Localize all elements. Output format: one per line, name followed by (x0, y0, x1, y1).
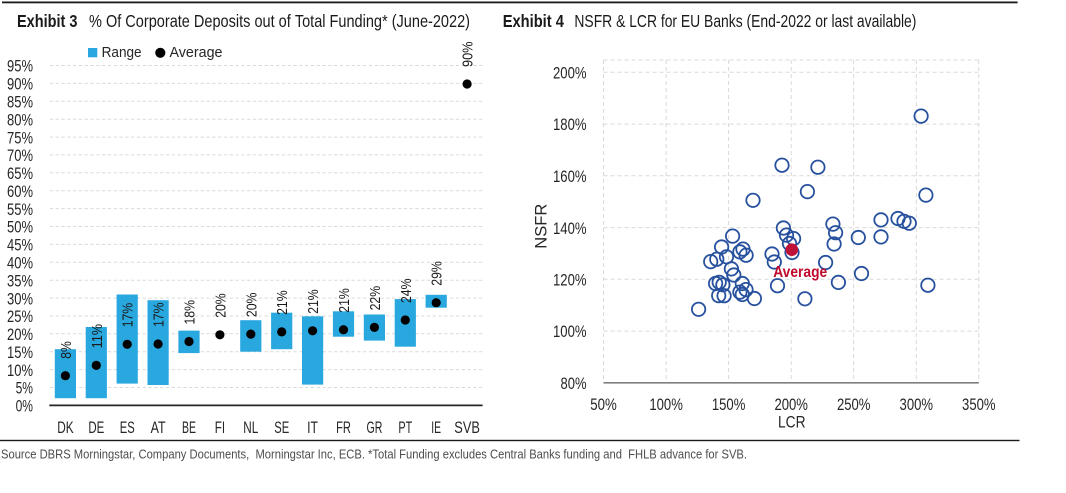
svg-text:180%: 180% (553, 115, 587, 134)
svg-text:Average: Average (170, 44, 223, 61)
svg-text:55%: 55% (7, 200, 33, 219)
svg-text:35%: 35% (7, 271, 33, 290)
svg-text:200%: 200% (774, 395, 808, 414)
svg-text:65%: 65% (7, 164, 33, 183)
svg-text:AT: AT (151, 419, 166, 437)
svg-text:85%: 85% (7, 93, 33, 112)
svg-text:ES: ES (120, 419, 135, 437)
svg-text:BE: BE (182, 419, 196, 437)
svg-text:70%: 70% (7, 146, 33, 165)
svg-text:SE: SE (274, 419, 289, 437)
svg-text:8%: 8% (58, 341, 75, 359)
svg-text:PT: PT (398, 419, 412, 437)
svg-text:NSFR & LCR for EU Banks (End-2: NSFR & LCR for EU Banks (End-2022 or las… (574, 11, 916, 31)
svg-text:11%: 11% (89, 324, 106, 349)
svg-text:20%: 20% (7, 325, 33, 344)
svg-text:100%: 100% (649, 395, 683, 414)
svg-text:120%: 120% (553, 271, 587, 290)
svg-text:25%: 25% (7, 307, 33, 326)
svg-text:60%: 60% (7, 182, 33, 201)
svg-text:50%: 50% (7, 218, 33, 237)
svg-text:21%: 21% (336, 288, 353, 313)
svg-text:24%: 24% (398, 279, 415, 304)
svg-text:95%: 95% (7, 57, 33, 76)
svg-text:DK: DK (57, 419, 73, 437)
svg-text:17%: 17% (151, 303, 168, 328)
svg-text:SVB: SVB (454, 419, 480, 437)
svg-text:Source DBRS Morningstar, Compa: Source DBRS Morningstar, Company Documen… (1, 448, 747, 462)
svg-text:IE: IE (431, 419, 441, 437)
svg-text:50%: 50% (590, 395, 617, 414)
svg-text:Exhibit 4: Exhibit 4 (503, 11, 564, 31)
svg-text:Range: Range (102, 44, 142, 61)
svg-text:20%: 20% (212, 293, 229, 318)
svg-text:21%: 21% (305, 289, 322, 314)
svg-text:80%: 80% (7, 110, 33, 129)
svg-text:90%: 90% (460, 42, 477, 68)
svg-text:LCR: LCR (778, 413, 806, 432)
svg-text:22%: 22% (367, 286, 384, 311)
svg-text:30%: 30% (7, 289, 33, 308)
svg-text:% Of Corporate Deposits out of: % Of Corporate Deposits out of Total Fun… (89, 11, 470, 31)
svg-text:100%: 100% (553, 322, 587, 341)
svg-text:DE: DE (88, 419, 104, 437)
svg-text:IT: IT (307, 419, 318, 437)
svg-text:17%: 17% (120, 303, 137, 328)
svg-text:150%: 150% (712, 395, 746, 414)
svg-text:40%: 40% (7, 254, 33, 273)
svg-text:90%: 90% (7, 75, 33, 94)
svg-text:160%: 160% (553, 167, 587, 186)
svg-text:10%: 10% (7, 361, 33, 380)
svg-text:350%: 350% (962, 395, 996, 414)
svg-text:20%: 20% (243, 293, 260, 318)
svg-text:18%: 18% (182, 300, 199, 325)
svg-text:Exhibit 3: Exhibit 3 (17, 11, 78, 31)
svg-text:FI: FI (215, 419, 225, 437)
svg-text:NSFR: NSFR (533, 204, 551, 249)
svg-text:250%: 250% (837, 395, 871, 414)
svg-text:5%: 5% (16, 379, 33, 398)
svg-text:GR: GR (367, 419, 383, 437)
svg-text:140%: 140% (553, 219, 587, 238)
svg-text:0%: 0% (16, 397, 33, 416)
svg-text:FR: FR (336, 419, 351, 437)
svg-text:45%: 45% (7, 236, 33, 255)
svg-text:75%: 75% (7, 128, 33, 147)
svg-text:200%: 200% (553, 64, 587, 83)
svg-text:15%: 15% (7, 343, 33, 362)
svg-text:NL: NL (243, 419, 258, 437)
svg-text:21%: 21% (274, 290, 291, 315)
svg-text:29%: 29% (429, 261, 446, 286)
svg-text:300%: 300% (900, 395, 934, 414)
svg-text:Average: Average (773, 264, 827, 281)
svg-text:80%: 80% (561, 374, 587, 393)
